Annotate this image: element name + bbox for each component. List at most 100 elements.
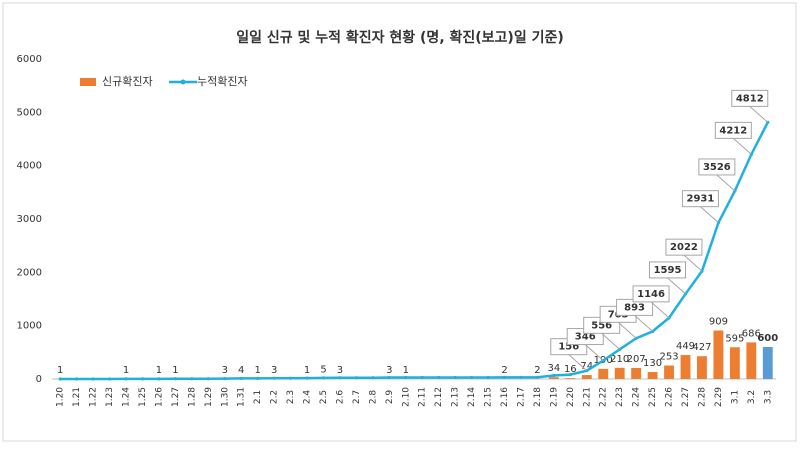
y-tick-label: 2000 [17,267,42,278]
line-value-label: 3526 [703,162,731,173]
line-point [190,377,193,380]
line-point [108,377,111,380]
x-tick-label: 3.1 [730,390,740,404]
bar-value-label: 909 [709,317,728,328]
x-tick-label: 2.29 [714,387,724,407]
x-tick-label: 2.20 [566,387,576,407]
x-tick-label: 2.17 [516,387,526,407]
x-tick-label: 1.29 [204,387,214,407]
x-tick-label: 2.28 [697,387,707,407]
line-value-label: 1146 [637,289,665,300]
line-point [486,376,489,379]
line-point [470,376,473,379]
bar-value-label: 1 [172,365,178,376]
bar [713,331,723,379]
x-tick-label: 2.2 [270,390,280,404]
bar-value-label: 427 [692,342,711,353]
line-point [388,376,391,379]
bar [746,342,756,379]
legend-swatch [181,80,186,85]
line-point [289,377,292,380]
line-point [338,376,341,379]
line-point [124,377,127,380]
line-value-label: 1595 [654,265,682,276]
line-point [322,376,325,379]
line-point [569,373,572,376]
x-tick-label: 1.23 [105,387,115,407]
bar [648,372,658,379]
line-value-label: 2931 [686,194,714,205]
line-point [454,376,457,379]
line-point [536,376,539,379]
line-point [75,377,78,380]
bar-value-label: 1 [304,365,310,376]
bar-value-label: 1 [123,365,129,376]
line-point [59,377,62,380]
line-point [421,376,424,379]
line-point [223,377,226,380]
bar-value-label: 253 [659,352,678,363]
x-tick-label: 2.3 [286,390,296,404]
y-tick-label: 3000 [17,214,42,225]
x-tick-label: 2.25 [648,387,658,407]
bar-value-label: 3 [337,365,343,376]
x-tick-label: 2.18 [533,387,543,407]
line-point [92,377,95,380]
x-tick-label: 2.1 [253,390,263,404]
x-tick-label: 1.31 [237,387,247,407]
y-tick-label: 5000 [17,107,42,118]
bar-value-label: 600 [757,333,778,344]
legend-label: 신규확진자 [102,75,153,88]
x-tick-label: 1.26 [154,387,164,407]
bar [664,366,674,379]
line-point [503,376,506,379]
y-tick-label: 0 [36,374,42,385]
bar-value-label: 1 [57,365,63,376]
x-tick-label: 3.3 [763,390,773,404]
bar [697,356,707,379]
line-point [207,377,210,380]
line-value-label: 4212 [719,125,747,136]
bar [598,369,608,379]
x-tick-label: 2.11 [418,387,428,407]
line-point [519,376,522,379]
bar-value-label: 3 [386,365,392,376]
line-point [174,377,177,380]
bar-value-label: 2 [501,365,507,376]
y-tick-label: 4000 [17,161,42,172]
line-point [355,376,358,379]
line-point [273,377,276,380]
line-point [371,376,374,379]
x-tick-label: 2.26 [665,387,675,407]
bar [582,375,592,379]
bar [730,347,740,379]
bar [565,378,575,379]
line-point [240,377,243,380]
bar [615,368,625,379]
line-point [552,374,555,377]
x-tick-label: 1.20 [56,387,66,407]
x-tick-label: 2.27 [681,387,691,407]
x-tick-label: 2.22 [599,387,609,407]
legend-label: 누적확진자 [197,75,248,88]
y-tick-label: 6000 [17,54,42,65]
x-tick-label: 1.22 [89,387,99,407]
bar-value-label: 5 [320,365,326,376]
x-tick-label: 1.28 [187,387,197,407]
x-tick-label: 2.8 [368,390,378,405]
x-tick-label: 1.25 [138,387,148,407]
x-tick-label: 1.24 [122,387,132,407]
x-tick-label: 2.9 [385,390,395,405]
bar-value-label: 1 [403,365,409,376]
x-tick-label: 2.12 [434,387,444,407]
x-tick-label: 3.2 [747,390,757,404]
bar-value-label: 4 [238,365,244,376]
x-tick-label: 2.16 [500,387,510,407]
x-tick-label: 2.7 [352,390,362,404]
line-point [404,376,407,379]
bar [763,347,773,379]
bar-value-label: 3 [222,365,228,376]
x-tick-label: 2.19 [549,387,559,407]
bar [681,355,691,379]
